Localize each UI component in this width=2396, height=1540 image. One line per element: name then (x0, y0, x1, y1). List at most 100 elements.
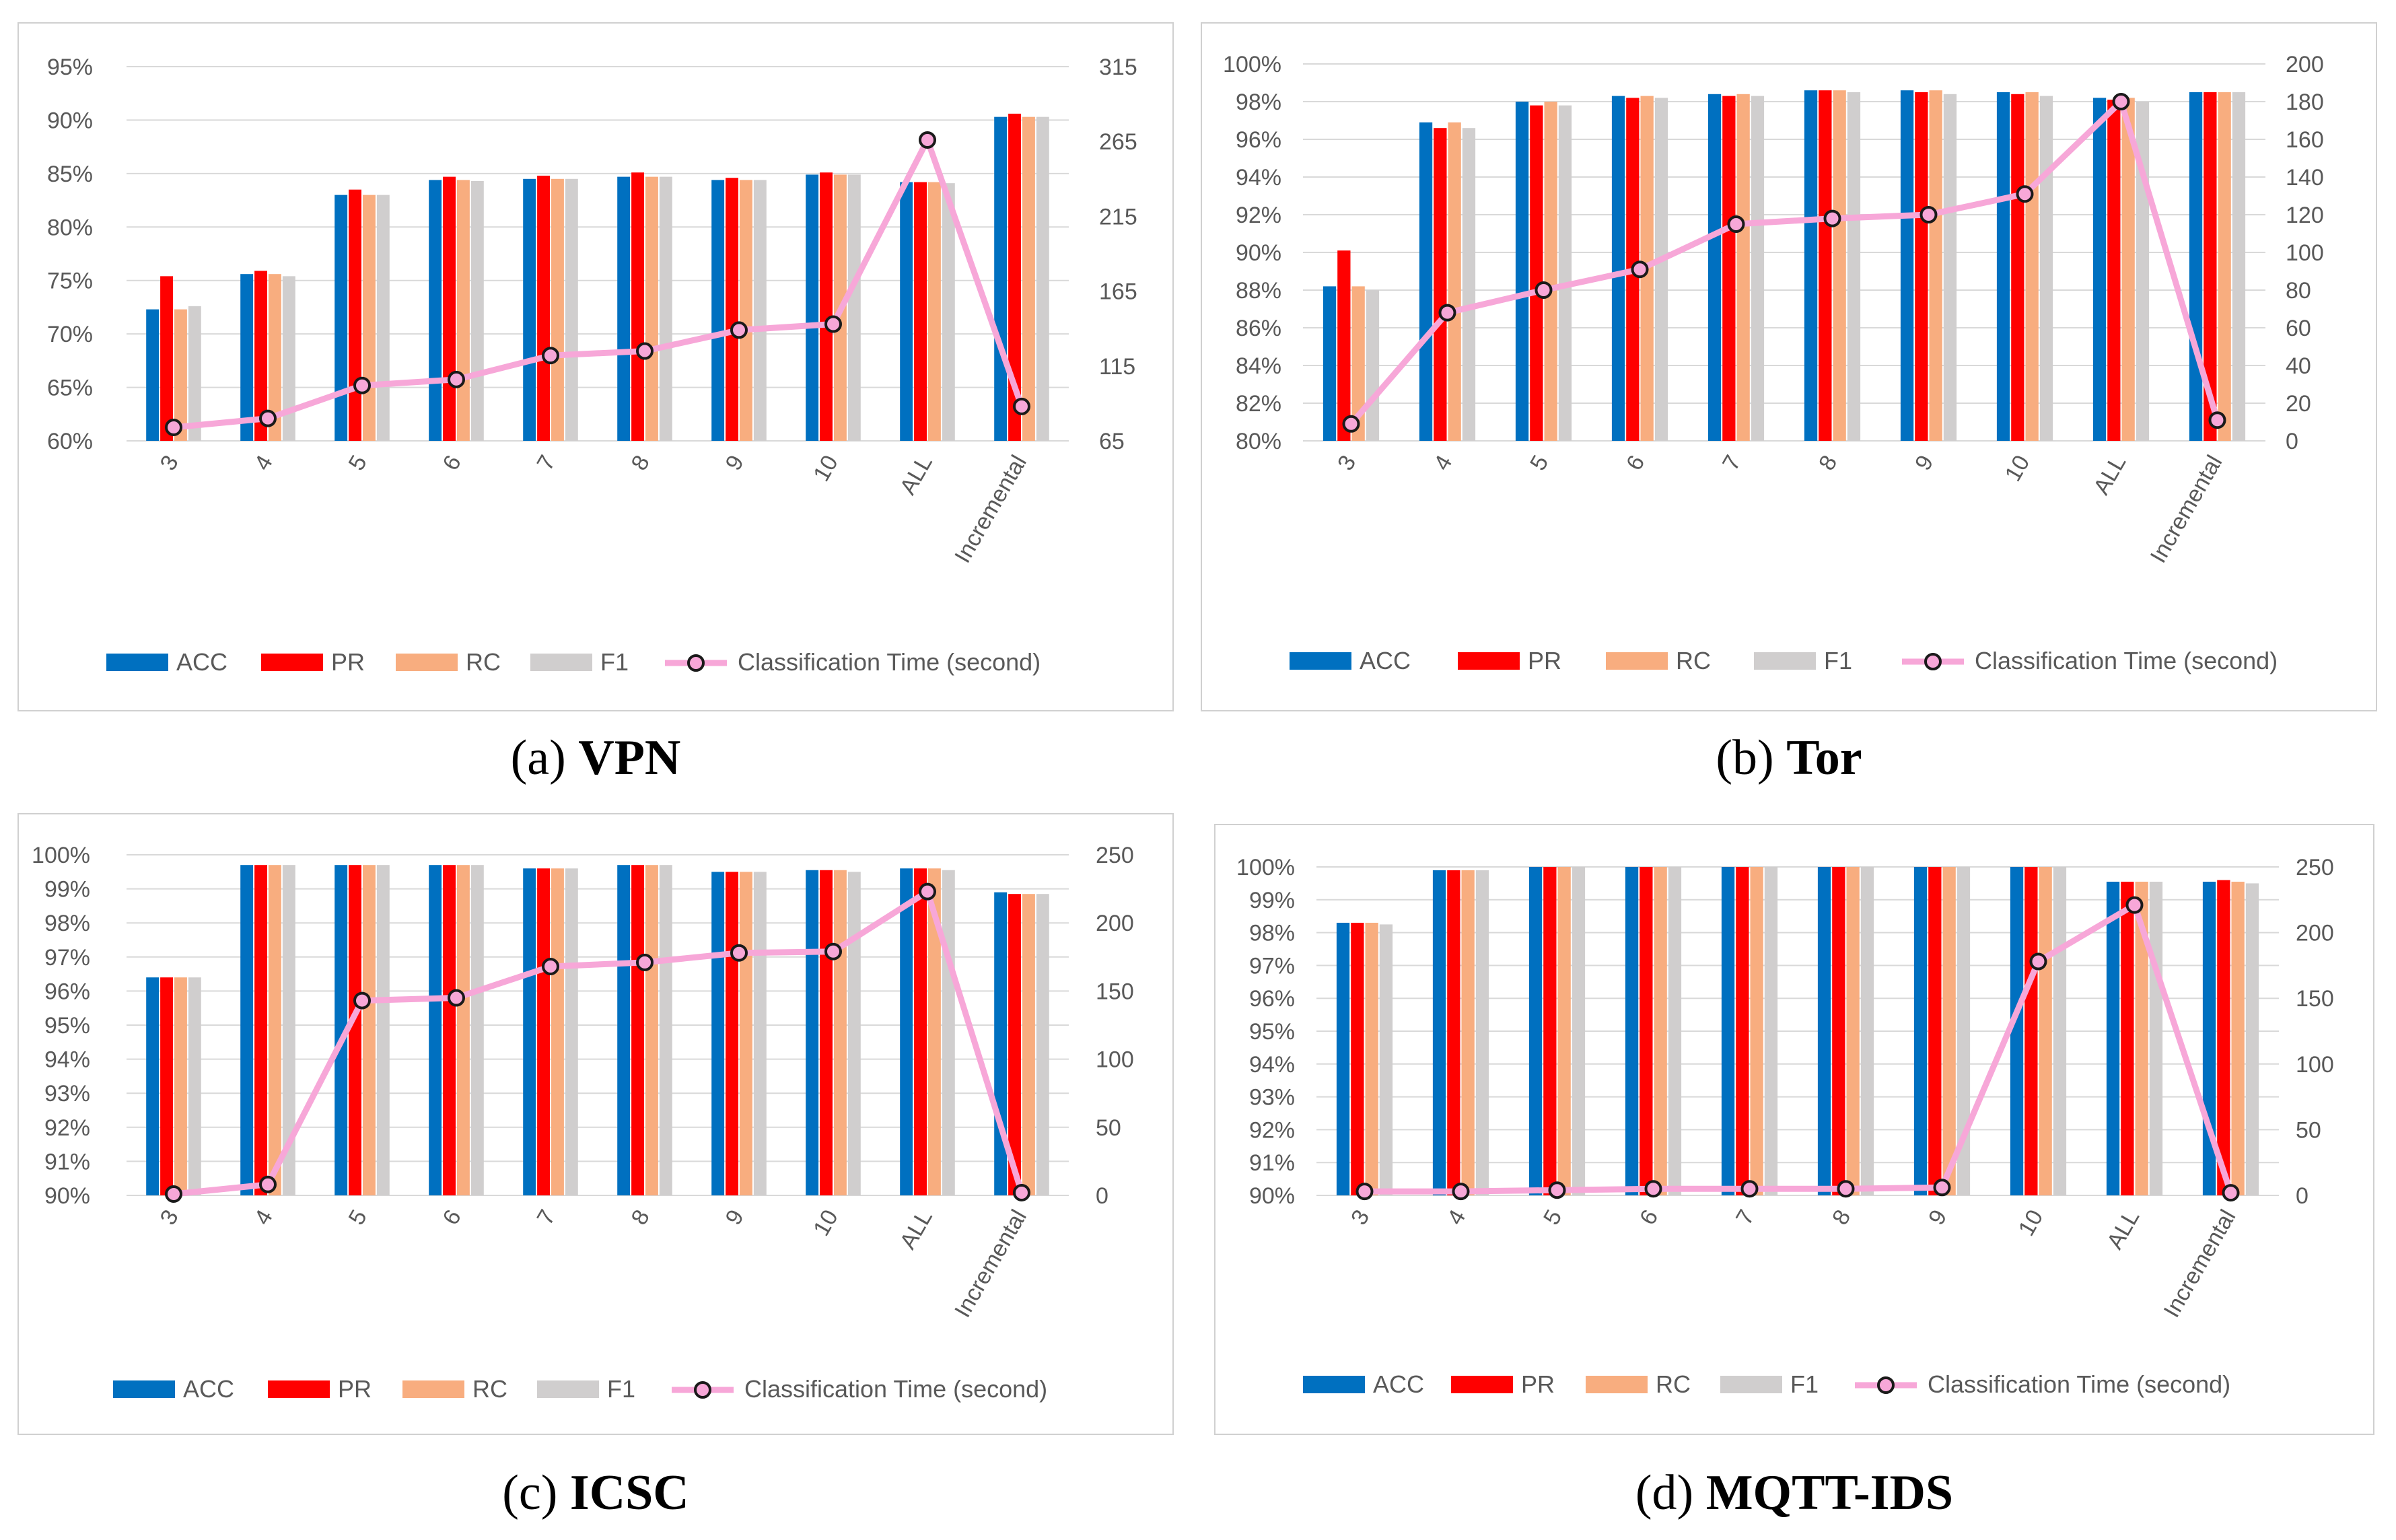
y-left-tick-label: 96% (1236, 127, 1281, 153)
legend-label-f1: F1 (1790, 1370, 1819, 1398)
time-series-line (173, 888, 1025, 1197)
legend-swatch-acc (106, 654, 168, 671)
bar-f1-10 (2039, 96, 2053, 442)
time-series-line (1364, 902, 2234, 1195)
x-tick-label: Incremental (950, 451, 1032, 567)
y-right-tick-label: 120 (2286, 203, 2324, 228)
y-right-tick-label: 140 (2286, 165, 2324, 190)
time-point-marker (1013, 397, 1030, 415)
bar-pr-5 (349, 189, 361, 441)
time-point-marker (1452, 1183, 1470, 1201)
bar-pr-9 (1915, 92, 1928, 441)
time-point-marker (1342, 415, 1360, 433)
caption-mqtt-ids: (d) MQTT-IDS (1214, 1465, 2374, 1522)
bar-acc-4 (1432, 870, 1446, 1195)
y-right-tick-label: 100 (2286, 240, 2324, 266)
bar-pr-5 (349, 865, 361, 1195)
legend-swatch-f1 (1720, 1376, 1782, 1393)
y-right-tick-label: 315 (1099, 55, 1137, 80)
y-left-tick-label: 98% (1249, 921, 1295, 946)
bar-rc-8 (1833, 90, 1846, 441)
bar-f1-incremental (1036, 116, 1049, 442)
time-point-marker (2222, 1184, 2240, 1202)
bar-rc-9 (1929, 90, 1942, 441)
y-right-tick-label: 40 (2286, 353, 2311, 379)
y-left-tick-label: 75% (47, 269, 93, 294)
bar-pr-10 (820, 172, 833, 441)
bar-f1-8 (659, 865, 672, 1195)
y-left-tick-label: 92% (44, 1115, 90, 1141)
x-tick-label: 4 (250, 1205, 278, 1229)
caption-title: Tor (1786, 730, 1862, 785)
bar-rc-8 (645, 176, 658, 441)
legend-label-rc: RC (472, 1375, 507, 1403)
chart-panel-mqtt-ids: 90% 91% 92% 93% 94% 95% 96% 97% 98% 99% 100% 0 50 100… (1214, 824, 2374, 1435)
y-left-tick-label: 94% (1236, 165, 1281, 190)
bar-rc-10 (834, 870, 847, 1195)
time-point-marker (824, 315, 842, 333)
y-left-tick-label: 90% (44, 1183, 90, 1209)
y-left-tick-label: 100% (32, 843, 90, 868)
bar-f1-10 (847, 872, 861, 1195)
bar-pr-3 (160, 977, 173, 1195)
legend-label-time: Classification Time (second) (744, 1375, 1047, 1403)
bar-acc-5 (1515, 102, 1529, 441)
caption-vpn: (a) VPN (17, 730, 1174, 787)
bar-f1-5 (1558, 105, 1572, 441)
y-left-tick-label: 80% (1236, 429, 1281, 454)
y-right-tick-label: 180 (2286, 90, 2324, 115)
bar-f1-10 (2053, 867, 2067, 1195)
y-left-tick-label: 94% (1249, 1052, 1295, 1078)
bar-pr-all (2121, 881, 2134, 1195)
time-series-line (173, 137, 1025, 431)
bar-acc-7 (523, 178, 536, 441)
legend-label-f1: F1 (600, 648, 629, 676)
bar-rc-incremental (2231, 881, 2245, 1195)
x-tick-label: 6 (438, 1205, 466, 1229)
bar-rc-4 (1461, 870, 1475, 1195)
bar-acc-4 (1419, 122, 1433, 442)
bar-rc-9 (740, 872, 752, 1195)
bar-rc-5 (363, 865, 376, 1195)
y-left-tick-label: 92% (1236, 203, 1281, 228)
bar-rc-8 (645, 865, 658, 1195)
bar-f1-incremental (2232, 92, 2246, 441)
bar-acc-10 (806, 870, 819, 1195)
time-point-marker (1548, 1181, 1566, 1199)
y-right-tick-label: 50 (2296, 1117, 2321, 1143)
y-left-tick-label: 80% (47, 215, 93, 240)
x-tick-label: 7 (1731, 1205, 1759, 1229)
legend-swatch-f1 (1754, 652, 1816, 670)
bar-acc-6 (1611, 96, 1625, 442)
chart-panel-vpn: 60% 65% 70% 75% 80% 85% 90% 95% 65 115 165 215 265 31… (17, 22, 1174, 711)
time-point-marker (1631, 260, 1649, 279)
bar-f1-6 (1654, 98, 1668, 441)
bar-rc-7 (551, 868, 564, 1195)
x-tick-label: 7 (1718, 451, 1746, 475)
x-tick-label: 3 (155, 1205, 184, 1229)
y-left-tick-label: 85% (47, 162, 93, 187)
x-tick-label: Incremental (2146, 451, 2228, 567)
y-left-tick-label: 86% (1236, 316, 1281, 341)
bar-acc-5 (334, 195, 348, 441)
legend-swatch-rc (396, 654, 458, 671)
y-left-tick-label: 92% (1249, 1117, 1295, 1143)
y-left-tick-label: 95% (1249, 1019, 1295, 1045)
caption-title: VPN (578, 730, 681, 785)
bar-f1-9 (753, 872, 767, 1195)
legend-label-rc: RC (1676, 647, 1711, 674)
x-tick-label: 9 (1924, 1205, 1952, 1229)
legend-swatch-pr (1458, 652, 1520, 670)
bar-f1-8 (1847, 92, 1861, 441)
bar-acc-6 (1625, 867, 1639, 1195)
time-point-marker (636, 342, 654, 360)
bar-f1-8 (659, 176, 672, 441)
y-left-tick-label: 91% (1249, 1150, 1295, 1176)
time-point-marker (2029, 952, 2047, 971)
bar-pr-all (2107, 100, 2121, 441)
x-tick-label: Incremental (2159, 1205, 2241, 1322)
legend-label-pr: PR (331, 648, 365, 676)
legend-swatch-acc (1290, 652, 1351, 670)
bar-acc-8 (1817, 867, 1831, 1195)
y-left-tick-label: 100% (1236, 855, 1295, 880)
